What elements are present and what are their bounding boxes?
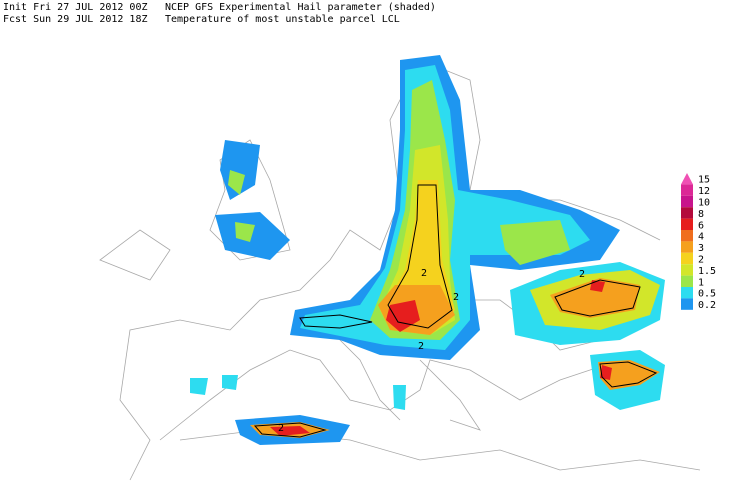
contour-label: 2 xyxy=(278,423,284,434)
legend-swatch xyxy=(681,218,693,230)
title: NCEP GFS Experimental Hail parameter (sh… xyxy=(165,2,436,13)
legend-swatch xyxy=(681,264,693,276)
legend-label: 15 xyxy=(698,175,710,186)
legend-swatch xyxy=(681,184,693,196)
legend-swatch xyxy=(681,275,693,287)
legend-swatch xyxy=(681,195,693,208)
legend-swatch xyxy=(681,298,693,310)
legend-swatch xyxy=(681,252,693,265)
legend-label: 12 xyxy=(698,186,710,197)
legend-label: 6 xyxy=(698,220,704,231)
contour-label: 2 xyxy=(418,341,424,352)
legend-label: 4 xyxy=(698,232,704,243)
subtitle: Temperature of most unstable parcel LCL xyxy=(165,14,400,25)
init-time: Init Fri 27 JUL 2012 00Z xyxy=(3,2,148,13)
contour-label: 2 xyxy=(579,269,585,280)
legend-label: 1.5 xyxy=(698,266,716,277)
legend-swatch xyxy=(681,287,693,299)
legend-label: 3 xyxy=(698,243,704,254)
legend-swatch xyxy=(681,241,693,253)
legend-label: 10 xyxy=(698,198,710,209)
hail-shading xyxy=(190,55,665,445)
legend-swatch xyxy=(681,173,693,185)
legend-label: 0.5 xyxy=(698,289,716,300)
legend-label: 1 xyxy=(698,277,704,288)
contour-label: 2 xyxy=(421,268,427,279)
legend-label: 8 xyxy=(698,209,704,220)
legend-swatch xyxy=(681,230,693,242)
forecast-time: Fcst Sun 29 JUL 2012 18Z xyxy=(3,14,148,25)
legend-label: 2 xyxy=(698,255,704,266)
legend-swatch xyxy=(681,207,693,219)
contour-labels: 2 2 2 2 2 xyxy=(278,268,585,434)
legend-label: 0.2 xyxy=(698,300,716,311)
contours xyxy=(253,184,658,438)
contour-label: 2 xyxy=(453,292,459,303)
